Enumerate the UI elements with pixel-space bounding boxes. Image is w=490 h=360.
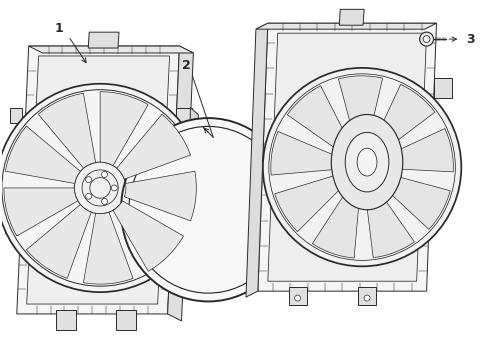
Polygon shape [258,23,437,291]
Polygon shape [56,310,76,330]
Polygon shape [88,32,119,48]
Polygon shape [358,287,376,305]
Polygon shape [430,187,448,207]
Polygon shape [116,310,136,330]
Circle shape [101,198,107,204]
Polygon shape [5,217,17,233]
Polygon shape [375,84,435,149]
Polygon shape [246,23,268,297]
Polygon shape [384,175,450,229]
Polygon shape [124,171,196,221]
Circle shape [74,162,126,214]
Polygon shape [4,188,78,236]
Circle shape [86,193,92,199]
Polygon shape [168,46,194,321]
Polygon shape [268,33,427,281]
Polygon shape [26,56,170,304]
Polygon shape [190,108,198,130]
Circle shape [86,177,92,183]
Polygon shape [83,212,133,284]
Polygon shape [26,204,91,278]
Ellipse shape [357,148,377,176]
Polygon shape [176,108,192,123]
Polygon shape [117,114,191,179]
Polygon shape [312,192,360,258]
Polygon shape [339,76,383,138]
Polygon shape [10,108,22,123]
Polygon shape [17,46,179,314]
Polygon shape [339,9,364,25]
Circle shape [364,295,370,301]
Polygon shape [289,287,307,305]
Polygon shape [389,129,453,172]
Polygon shape [100,92,148,166]
Ellipse shape [121,118,295,301]
Ellipse shape [263,68,461,266]
Text: 3: 3 [466,33,475,46]
Polygon shape [113,201,183,271]
Polygon shape [29,46,194,53]
Polygon shape [271,131,335,175]
Polygon shape [434,78,452,98]
Ellipse shape [345,132,389,192]
Ellipse shape [0,84,204,292]
Ellipse shape [331,114,403,210]
Polygon shape [275,176,341,231]
Polygon shape [38,93,96,168]
Text: 1: 1 [54,22,63,35]
Text: 2: 2 [182,59,191,72]
Circle shape [101,171,107,177]
Circle shape [294,295,300,301]
Polygon shape [185,217,194,239]
Polygon shape [5,126,80,184]
Circle shape [111,185,117,191]
Polygon shape [366,192,415,258]
Polygon shape [256,23,437,29]
Circle shape [419,32,434,46]
Polygon shape [287,86,348,150]
Polygon shape [172,217,188,233]
